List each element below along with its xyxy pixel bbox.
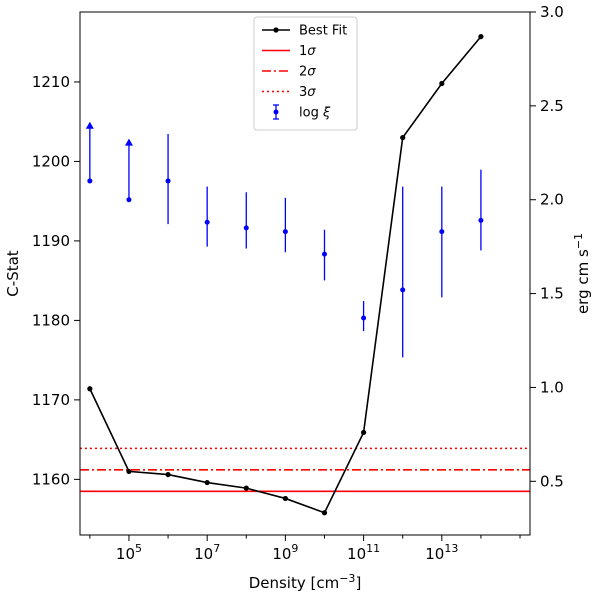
best-fit-point bbox=[400, 134, 406, 141]
right-y-tick-label: 1.0 bbox=[540, 378, 564, 396]
log-xi-point bbox=[126, 197, 132, 203]
left-y-tick-label: 1160 bbox=[32, 470, 70, 488]
left-y-axis-label: C-Stat bbox=[4, 250, 22, 296]
best-fit-point bbox=[321, 510, 328, 516]
best-fit-point bbox=[478, 34, 484, 40]
x-tick-label: 109 bbox=[272, 542, 298, 563]
x-tick-label: 105 bbox=[116, 542, 142, 563]
log-xi-point bbox=[165, 178, 171, 184]
left-y-axis: 1160 1170 1180 1190 1200 1210 bbox=[32, 73, 80, 488]
log-xi-point bbox=[439, 229, 445, 235]
best-fit-point bbox=[243, 485, 249, 491]
lower-limit-arrow bbox=[124, 138, 133, 146]
legend-label: 3σ bbox=[299, 85, 316, 100]
best-fit-point bbox=[87, 386, 93, 392]
right-y-axis: 0.5 1.0 1.5 2.0 2.5 3.0 bbox=[530, 3, 564, 490]
right-y-tick-label: 2.0 bbox=[540, 191, 564, 209]
x-tick-label: 1011 bbox=[347, 542, 380, 563]
plot-frame bbox=[79, 11, 531, 536]
left-y-tick-label: 1170 bbox=[32, 391, 70, 409]
legend-label: 2σ bbox=[299, 65, 316, 80]
best-fit-point bbox=[360, 429, 367, 436]
left-y-tick-label: 1180 bbox=[32, 311, 70, 329]
best-fit-series bbox=[87, 34, 484, 516]
left-y-tick-label: 1200 bbox=[32, 152, 70, 170]
best-fit-point bbox=[204, 479, 210, 486]
best-fit-point bbox=[282, 495, 288, 502]
left-y-tick-label: 1210 bbox=[32, 73, 70, 91]
x-tick-label: 107 bbox=[194, 542, 220, 563]
log-xi-point bbox=[321, 251, 327, 257]
legend-marker-best-fit bbox=[273, 27, 279, 33]
log-xi-series bbox=[85, 121, 484, 358]
right-y-tick-label: 2.5 bbox=[540, 97, 564, 115]
log-xi-point bbox=[87, 178, 93, 184]
lower-limit-arrow bbox=[85, 121, 94, 129]
legend-marker-log-xi bbox=[273, 109, 279, 115]
log-xi-point bbox=[243, 225, 249, 231]
x-axis-label: Density [cm−3] bbox=[249, 572, 362, 592]
legend-label: log ξ bbox=[299, 106, 331, 121]
right-y-tick-label: 1.5 bbox=[540, 285, 564, 303]
log-xi-point bbox=[478, 217, 484, 223]
x-tick-label: 1013 bbox=[425, 542, 458, 563]
legend-label: Best Fit bbox=[299, 24, 347, 39]
sigma-lines bbox=[80, 447, 530, 493]
right-y-axis-label: erg cm s−1 bbox=[572, 233, 592, 314]
right-y-tick-label: 0.5 bbox=[540, 472, 564, 490]
left-y-tick-label: 1190 bbox=[32, 232, 70, 250]
log-xi-point bbox=[204, 219, 210, 225]
legend: Best Fit 1σ 2σ 3σ log ξ bbox=[253, 16, 358, 131]
best-fit-point bbox=[439, 80, 445, 87]
x-axis: 105 107 109 1011 1013 bbox=[89, 535, 521, 563]
legend-label: 1σ bbox=[299, 44, 316, 59]
right-y-tick-label: 3.0 bbox=[540, 3, 564, 21]
log-xi-point bbox=[361, 315, 367, 321]
log-xi-point bbox=[282, 229, 288, 235]
log-xi-point bbox=[400, 287, 406, 293]
best-fit-point bbox=[126, 468, 132, 475]
best-fit-point bbox=[165, 471, 171, 478]
legend-box bbox=[253, 16, 358, 131]
